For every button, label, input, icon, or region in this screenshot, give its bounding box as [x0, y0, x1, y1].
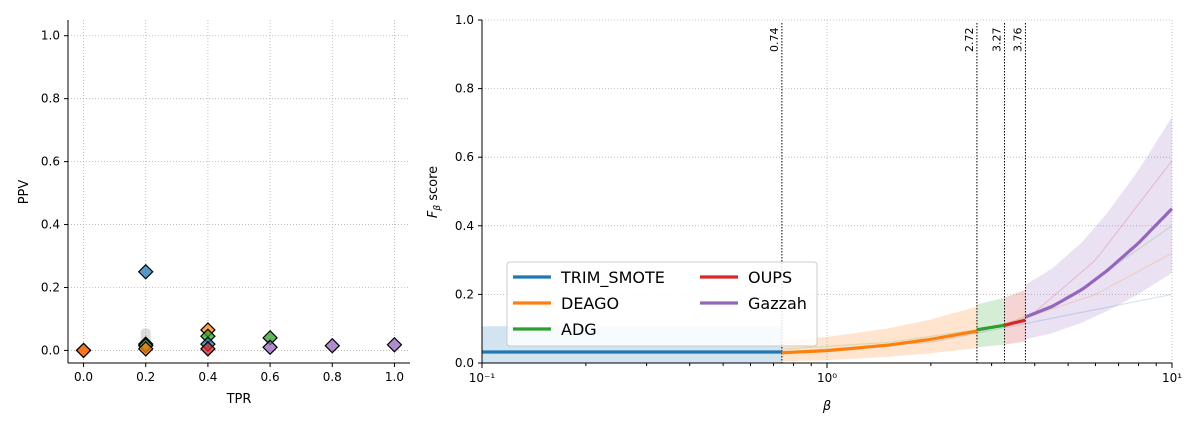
left-points — [75, 263, 403, 359]
threshold-label: 3.27 — [991, 27, 1004, 52]
scatter-point — [324, 337, 341, 354]
left-y-tick-label: 0.4 — [41, 218, 60, 232]
series-line-oups — [1003, 318, 1026, 327]
legend-label: DEAGO — [561, 294, 619, 313]
right-y-tick-label: 1.0 — [455, 13, 474, 27]
left-y-tick-label: 0.6 — [41, 155, 60, 169]
right-y-tick-label: 0.8 — [455, 82, 474, 96]
scatter-point — [200, 340, 216, 357]
legend-label: ADG — [561, 320, 597, 339]
tpr-ppv-scatter-panel: 0.0 0.2 0.4 0.6 0.8 1.0 0.0 0.2 0.4 0.6 0.8 1.0 TPR… — [17, 20, 410, 407]
left-y-tick-label: 0.2 — [41, 280, 60, 294]
series-line-gazzah — [1024, 207, 1174, 319]
threshold-label: 3.76 — [1011, 28, 1024, 53]
legend-label: Gazzah — [748, 294, 807, 313]
band-deago — [781, 306, 977, 362]
scatter-point — [137, 340, 154, 357]
best-series-segments — [482, 207, 1174, 355]
right-ticks: 10⁻¹ 10⁰ 10¹ 0.0 0.2 0.4 0.6 0.8 1.0 — [455, 13, 1182, 385]
left-ticks: 0.0 0.2 0.4 0.6 0.8 1.0 0.0 0.2 0.4 0.6 0.8 1.0 — [41, 29, 404, 384]
left-x-tick-label: 0.8 — [323, 370, 342, 384]
series-line-deago — [781, 329, 978, 355]
right-x-tick-label: 10⁻¹ — [469, 371, 496, 385]
band-gazzah — [1025, 116, 1172, 340]
legend-box — [506, 261, 818, 347]
left-x-tick-label: 0.2 — [136, 370, 155, 384]
scatter-point — [262, 339, 278, 356]
left-y-tick-label: 1.0 — [41, 29, 60, 43]
fbeta-score-panel: 0.74 2.72 3.27 3.76 10⁻¹ 10⁰ 10¹ 0.0 0.2 0.4 0.6 0… — [426, 13, 1182, 414]
scatter-point — [386, 336, 403, 353]
band-oups — [1004, 289, 1026, 345]
left-x-tick-label: 0.4 — [198, 370, 217, 384]
threshold-label: 2.72 — [963, 28, 976, 53]
legend: TRIM_SMOTE DEAGO ADG OUPS Gazzah — [506, 261, 818, 347]
band-adg — [976, 297, 1005, 348]
scatter-point — [137, 263, 154, 280]
left-x-tick-label: 1.0 — [385, 370, 404, 384]
right-x-axis-label: β — [822, 399, 831, 414]
right-y-tick-label: 0.6 — [455, 150, 474, 164]
right-x-tick-label: 10¹ — [1162, 371, 1182, 385]
left-y-tick-label: 0.0 — [41, 343, 60, 357]
left-x-tick-label: 0.6 — [261, 370, 280, 384]
scatter-point — [75, 342, 92, 359]
left-x-axis-label: TPR — [226, 392, 252, 407]
right-y-tick-label: 0.4 — [455, 219, 474, 233]
left-grid — [68, 20, 410, 363]
right-y-tick-label: 0.2 — [455, 287, 474, 301]
threshold-label: 0.74 — [768, 28, 781, 53]
right-y-tick-label: 0.0 — [455, 356, 474, 370]
legend-label: OUPS — [748, 268, 792, 287]
left-x-tick-label: 0.0 — [74, 370, 93, 384]
legend-label: TRIM_SMOTE — [560, 268, 665, 288]
left-y-tick-label: 0.8 — [41, 92, 60, 106]
right-y-axis-label: Fβ score — [426, 166, 443, 218]
series-line-adg — [976, 323, 1005, 332]
right-x-tick-label: 10⁰ — [817, 371, 837, 385]
left-y-axis-label: PPV — [17, 180, 32, 205]
